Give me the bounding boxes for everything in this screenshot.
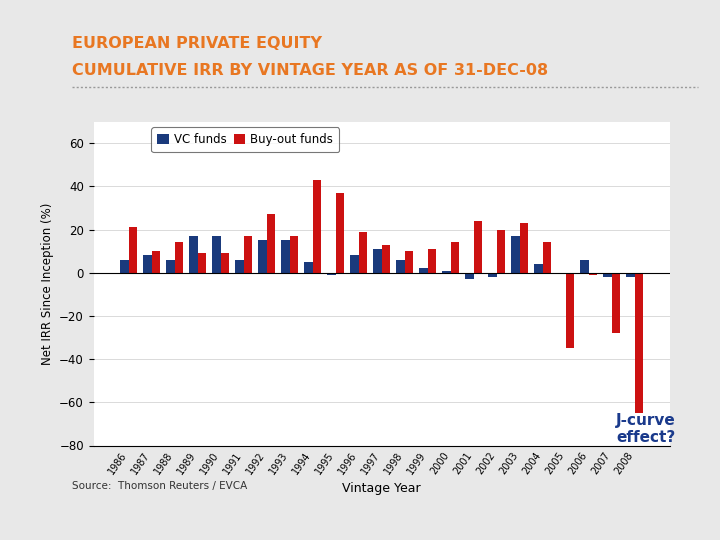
- Bar: [220, 253, 229, 273]
- Bar: [336, 193, 344, 273]
- Bar: [405, 251, 413, 273]
- Bar: [580, 260, 589, 273]
- Bar: [281, 240, 289, 273]
- Bar: [465, 273, 474, 279]
- Bar: [428, 249, 436, 273]
- Bar: [612, 273, 621, 333]
- Text: EUROPEAN PRIVATE EQUITY: EUROPEAN PRIVATE EQUITY: [72, 36, 322, 51]
- Bar: [442, 271, 451, 273]
- Bar: [419, 268, 428, 273]
- Text: CUMULATIVE IRR BY VINTAGE YEAR AS OF 31-DEC-08: CUMULATIVE IRR BY VINTAGE YEAR AS OF 31-…: [72, 63, 548, 78]
- Bar: [289, 236, 298, 273]
- Y-axis label: Net IRR Since Inception (%): Net IRR Since Inception (%): [40, 202, 53, 364]
- Bar: [520, 223, 528, 273]
- Bar: [129, 227, 138, 273]
- Bar: [373, 249, 382, 273]
- Bar: [166, 260, 174, 273]
- Bar: [543, 242, 552, 273]
- Bar: [243, 236, 252, 273]
- Bar: [258, 240, 266, 273]
- Bar: [266, 214, 275, 273]
- Bar: [589, 273, 598, 275]
- Bar: [212, 236, 220, 273]
- Bar: [151, 251, 161, 273]
- Bar: [120, 260, 129, 273]
- Bar: [497, 230, 505, 273]
- Bar: [350, 255, 359, 273]
- Bar: [566, 273, 575, 348]
- Bar: [359, 232, 367, 273]
- Bar: [327, 273, 336, 275]
- Bar: [304, 262, 312, 273]
- X-axis label: Vintage Year: Vintage Year: [342, 482, 421, 495]
- Bar: [534, 264, 543, 273]
- Text: Source:  Thomson Reuters / EVCA: Source: Thomson Reuters / EVCA: [72, 481, 247, 491]
- Text: J-curve
effect?: J-curve effect?: [616, 413, 676, 446]
- Bar: [143, 255, 151, 273]
- Bar: [488, 273, 497, 277]
- Bar: [189, 236, 197, 273]
- Bar: [626, 273, 634, 277]
- Bar: [451, 242, 459, 273]
- Bar: [197, 253, 207, 273]
- Bar: [396, 260, 405, 273]
- Bar: [174, 242, 184, 273]
- Bar: [235, 260, 243, 273]
- Legend: VC funds, Buy-out funds: VC funds, Buy-out funds: [151, 127, 339, 152]
- Bar: [634, 273, 644, 413]
- Bar: [511, 236, 520, 273]
- Bar: [312, 180, 321, 273]
- Bar: [474, 221, 482, 273]
- Bar: [603, 273, 612, 277]
- Bar: [382, 245, 390, 273]
